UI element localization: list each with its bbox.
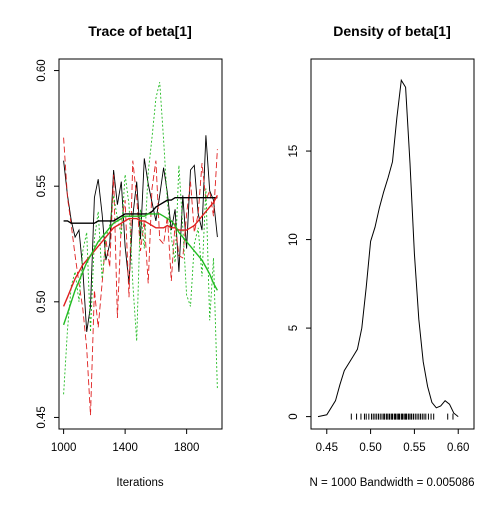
density-y-tick-label-3: 15 bbox=[288, 145, 300, 158]
density-plot-title: Density of beta[1] bbox=[333, 23, 450, 39]
trace-y-tick-label-1: 0.50 bbox=[36, 291, 48, 313]
density-y-tick-label-1: 5 bbox=[288, 325, 300, 331]
trace-plot-title: Trace of beta[1] bbox=[88, 23, 191, 39]
trace-y-tick-label-2: 0.55 bbox=[36, 175, 48, 197]
density-x-tick-label-1: 0.50 bbox=[359, 442, 381, 454]
density-plot-frame bbox=[311, 59, 474, 429]
density-x-axis-label: N = 1000 Bandwidth = 0.005086 bbox=[310, 477, 475, 489]
trace-series-line-1 bbox=[64, 138, 218, 416]
density-x-tick-label-3: 0.60 bbox=[447, 442, 469, 454]
trace-x-axis-label: Iterations bbox=[116, 477, 164, 489]
trace-x-tick-label-1: 1400 bbox=[112, 442, 138, 454]
trace-x-tick-label-0: 1000 bbox=[51, 442, 77, 454]
density-x-tick-label-2: 0.55 bbox=[403, 442, 425, 454]
density-y-axis: 0 5 10 15 bbox=[288, 145, 311, 420]
trace-x-axis: 1000 1400 1800 bbox=[51, 429, 200, 454]
density-y-tick-label-2: 10 bbox=[288, 233, 300, 246]
density-plot-panel: Density of beta[1] 0.45 0.50 0.55 0.60 0 5 10… bbox=[288, 23, 474, 489]
density-x-axis: 0.45 0.50 0.55 0.60 bbox=[316, 429, 470, 454]
trace-y-tick-label-3: 0.60 bbox=[36, 59, 48, 81]
density-rug-group bbox=[351, 414, 453, 420]
trace-y-axis: 0.45 0.50 0.55 0.60 bbox=[36, 59, 59, 428]
trace-plot-panel: Trace of beta[1] 1000 1400 1800 0.450.500.… bbox=[36, 23, 222, 489]
trace-plot-frame bbox=[59, 59, 222, 429]
density-y-tick-label-0: 0 bbox=[288, 413, 300, 419]
trace-series-group bbox=[64, 82, 218, 415]
density-curve-group bbox=[318, 80, 458, 416]
trace-x-tick-label-2: 1800 bbox=[174, 442, 200, 454]
trace-y-tick-label-0: 0.45 bbox=[36, 406, 48, 428]
density-x-tick-label-0: 0.45 bbox=[316, 442, 338, 454]
density-curve-line bbox=[318, 80, 458, 416]
